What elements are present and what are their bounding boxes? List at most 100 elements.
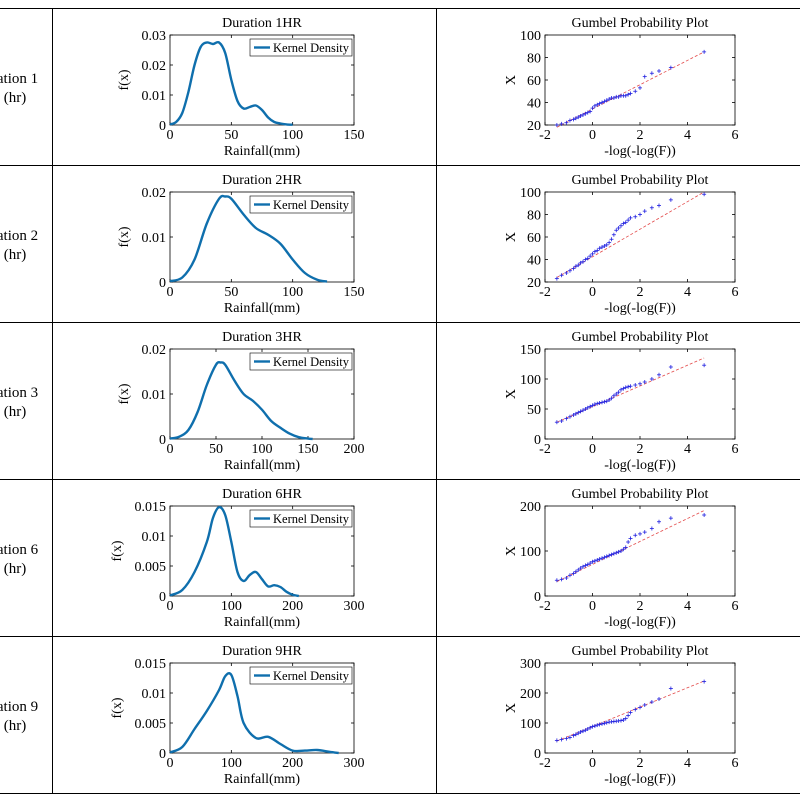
kde-ytick-label: 0.01 — [142, 89, 167, 104]
gumbel-ytick-label: 80 — [527, 52, 541, 67]
gumbel-plot-area: -2 0 2 4 6 20 40 60 80 100 Gumbel Probability Plot… — [504, 173, 739, 316]
gumbel-data-point — [602, 399, 607, 404]
gumbel-data-point — [668, 516, 673, 521]
duration-row-unit: (hr) — [3, 247, 27, 263]
gumbel-data-point — [616, 94, 621, 99]
gumbel-data-point — [604, 399, 609, 404]
gumbel-data-point — [668, 197, 673, 202]
kde-ytick-label: 0 — [159, 276, 166, 291]
kde-xtick-label: 50 — [224, 128, 238, 143]
gumbel-data-point — [554, 420, 559, 425]
gumbel-data-point — [573, 264, 578, 269]
gumbel-data-point — [628, 536, 633, 541]
table-column-divider — [52, 8, 53, 794]
kde-axes-box — [169, 662, 355, 754]
gumbel-data-point — [642, 74, 647, 79]
kde-legend: Kernel Density — [249, 195, 353, 214]
gumbel-xtick-label: 0 — [589, 442, 596, 457]
gumbel-data-point — [623, 93, 628, 98]
kde-xtick-label: 100 — [282, 128, 303, 143]
gumbel-data-point — [642, 530, 647, 535]
kde-ytick-label: 0.015 — [135, 500, 167, 515]
gumbel-data-point — [626, 540, 631, 544]
kde-xtick-label: 0 — [167, 756, 174, 771]
gumbel-data-point — [573, 732, 578, 737]
gumbel-xlabel: -log(-log(F)) — [604, 615, 676, 630]
gumbel-data-point — [633, 89, 638, 94]
gumbel-fit-line — [556, 191, 705, 278]
gumbel-data-point — [619, 223, 623, 228]
kde-ylabel: f(x) — [110, 540, 125, 561]
gumbel-data-point — [590, 251, 595, 256]
gumbel-data-point — [638, 381, 642, 386]
kde-legend: Kernel Density — [249, 509, 353, 528]
kde-chart: 0 50 100 150 0 0.01 0.02 Duration 2HR Rainfall(m… — [117, 173, 365, 316]
gumbel-data-point — [588, 404, 593, 409]
kde-ylabel: f(x) — [117, 69, 132, 90]
gumbel-data-point — [567, 735, 572, 740]
kde-plot-area: 0 50 100 150 200 0 0.01 0.02 Duration 3HR Rainfal… — [117, 330, 365, 473]
gumbel-ylabel: X — [504, 232, 519, 242]
gumbel-data-point — [597, 246, 602, 251]
gumbel-data-point — [581, 408, 585, 413]
gumbel-data-point — [638, 531, 642, 536]
duration-row-label: ration 6 (hr) — [0, 541, 50, 579]
gumbel-data-point — [604, 242, 609, 247]
gumbel-data-point — [649, 526, 654, 531]
gumbel-xtick-label: -2 — [539, 128, 551, 143]
gumbel-chart: -2 0 2 4 6 20 40 60 80 100 Gumbel Probability Plot… — [504, 16, 739, 159]
gumbel-data-point — [590, 724, 595, 729]
gumbel-data-point — [657, 697, 661, 701]
gumbel-data-point — [609, 237, 614, 242]
gumbel-data-point — [604, 720, 609, 725]
gumbel-xtick-label: 0 — [589, 128, 596, 143]
gumbel-data-point — [604, 98, 609, 103]
gumbel-data-point — [581, 112, 585, 117]
gumbel-ylabel: X — [504, 75, 519, 85]
gumbel-data-point — [588, 725, 593, 730]
kde-xtick-label: 200 — [282, 756, 303, 771]
gumbel-plot-area: -2 0 2 4 6 20 40 60 80 100 Gumbel Probability Plot… — [504, 16, 739, 159]
gumbel-data-point — [649, 205, 654, 210]
gumbel-data-point — [559, 737, 564, 742]
gumbel-ytick-label: 40 — [527, 97, 541, 112]
kde-plot-area: 0 100 200 300 0 0.005 0.01 0.015 Duration 9HR Rai… — [110, 644, 365, 787]
duration-row-name: ration 3 — [0, 385, 39, 401]
gumbel-chart: -2 0 2 4 6 20 40 60 80 100 Gumbel Probability Plot… — [504, 173, 739, 316]
gumbel-data-point — [567, 573, 572, 578]
gumbel-data-point — [583, 563, 588, 568]
gumbel-data-point — [571, 413, 576, 417]
duration-row-label: ration 2 (hr) — [0, 227, 50, 265]
gumbel-data-point — [626, 92, 631, 97]
gumbel-data-point — [573, 569, 578, 574]
gumbel-data-point — [626, 384, 631, 389]
gumbel-data-point — [609, 552, 614, 557]
legend-box — [249, 195, 353, 214]
gumbel-data-point — [595, 102, 600, 107]
kde-xtick-label: 50 — [209, 442, 223, 457]
legend-box — [249, 352, 353, 371]
gumbel-ytick-label: 80 — [527, 209, 541, 224]
gumbel-ytick-label: 200 — [520, 687, 541, 702]
kde-xtick-label: 300 — [344, 599, 365, 614]
gumbel-data-point — [633, 383, 638, 387]
gumbel-ytick-label: 20 — [527, 276, 541, 291]
gumbel-data-point — [595, 558, 600, 562]
gumbel-data-point — [590, 559, 595, 564]
kde-xtick-label: 150 — [344, 128, 365, 143]
gumbel-ytick-label: 100 — [520, 29, 541, 44]
gumbel-data-point — [581, 259, 585, 264]
gumbel-xtick-label: -2 — [539, 285, 551, 300]
gumbel-data-point — [597, 401, 602, 405]
kde-chart: 0 100 200 300 0 0.005 0.01 0.015 Duration 6HR Rai… — [110, 487, 365, 630]
gumbel-xtick-label: 2 — [637, 285, 644, 300]
gumbel-ytick-label: 300 — [520, 657, 541, 672]
kde-legend: Kernel Density — [249, 38, 353, 57]
gumbel-data-point — [576, 263, 581, 268]
kde-title: Duration 9HR — [222, 644, 302, 659]
gumbel-data-point — [571, 266, 576, 271]
gumbel-data-point — [628, 215, 633, 220]
gumbel-data-point — [602, 99, 607, 104]
